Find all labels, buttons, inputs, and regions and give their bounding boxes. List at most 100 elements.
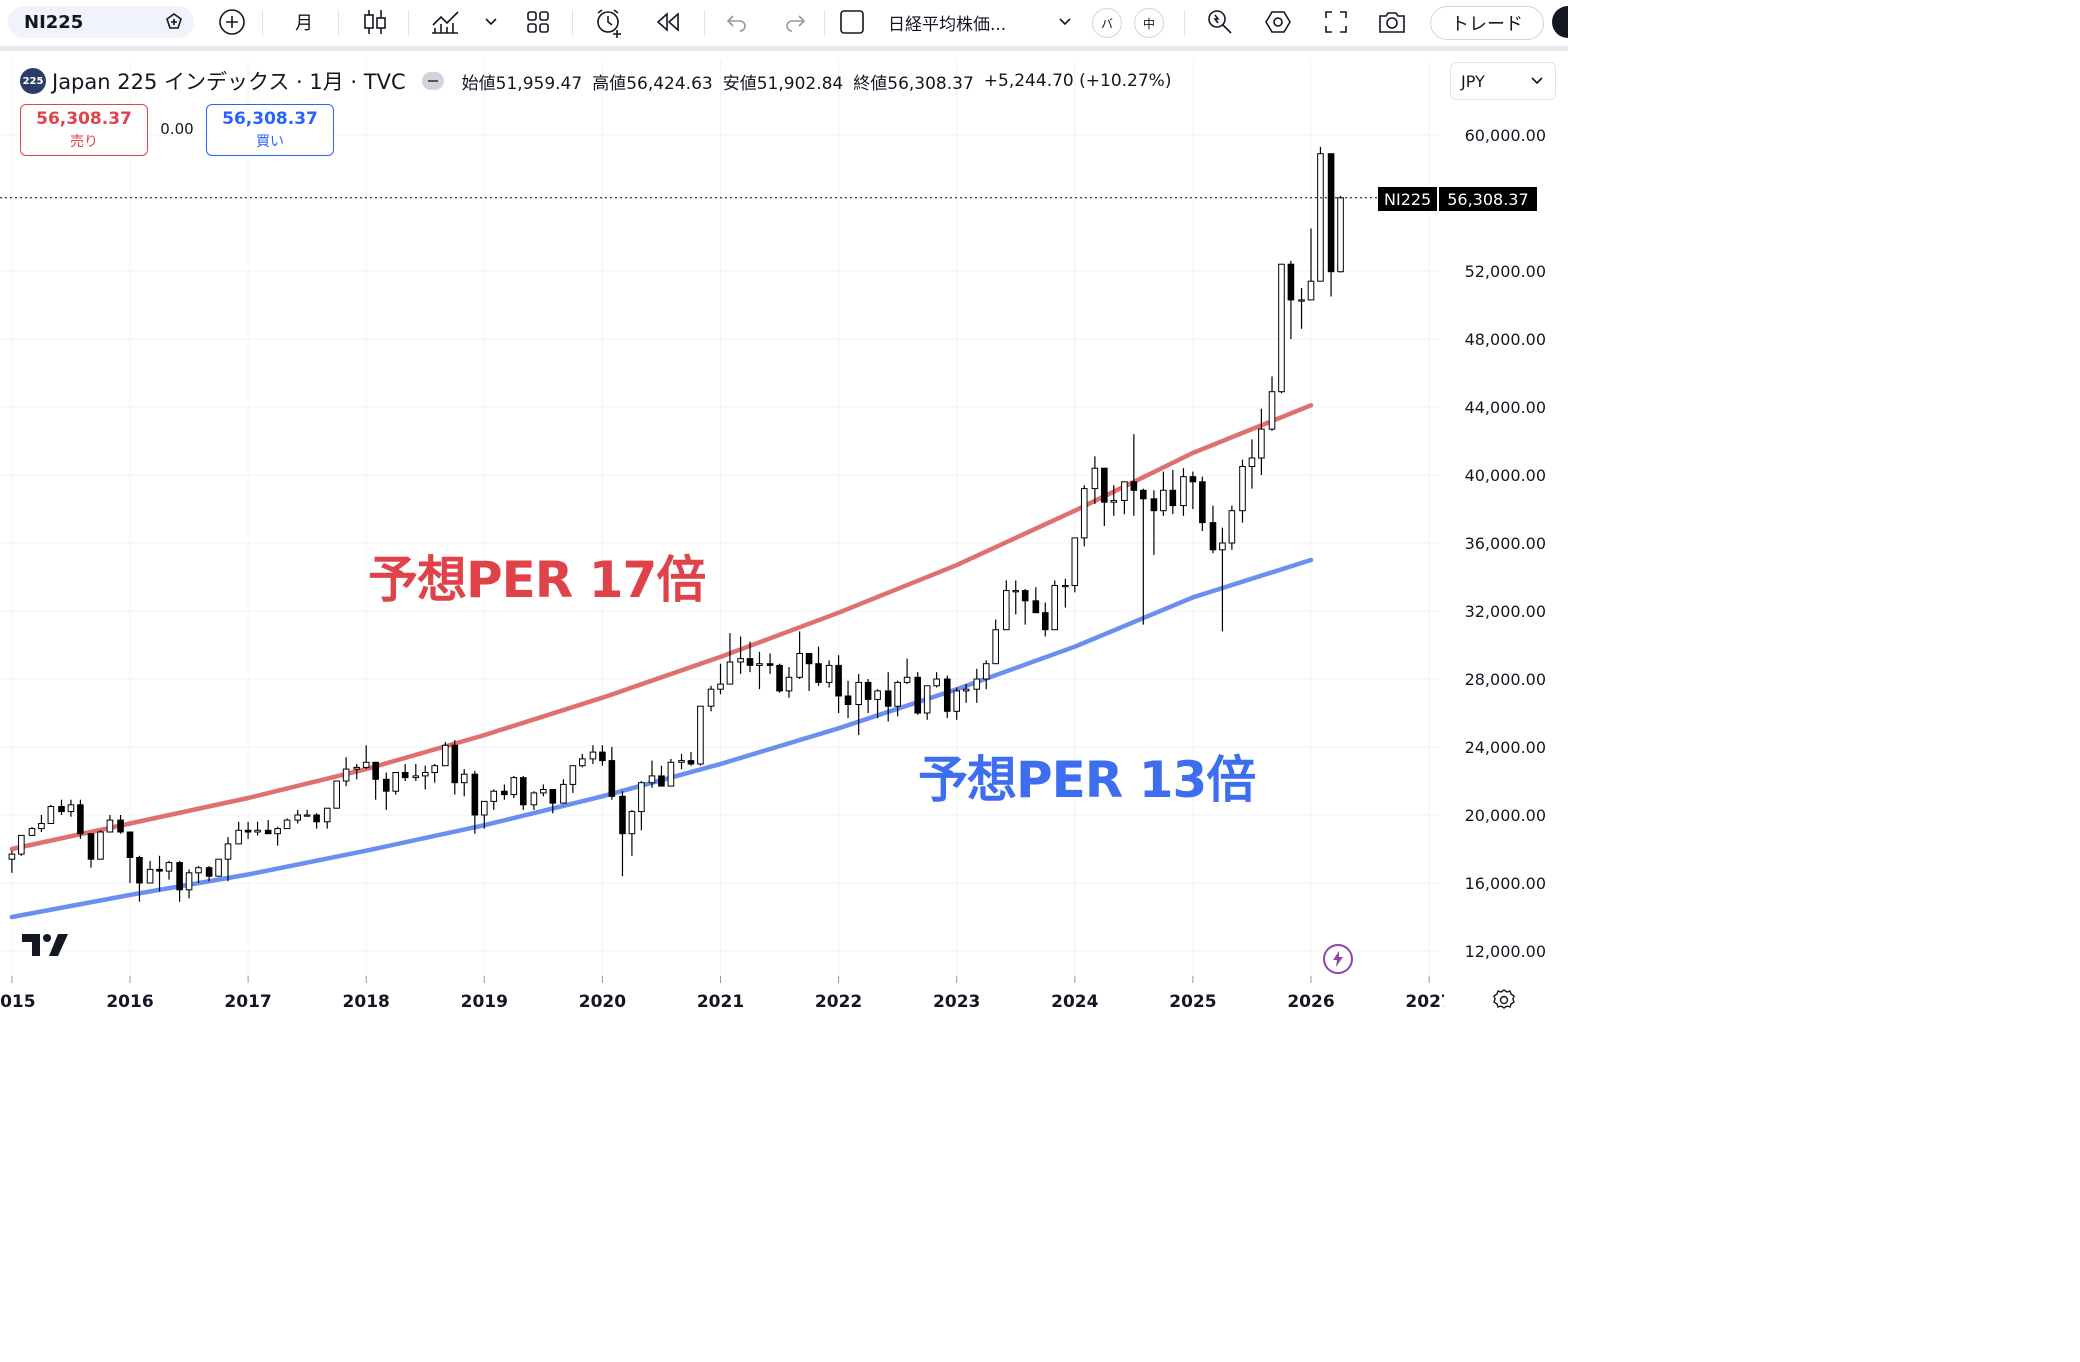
open-label: 始値 xyxy=(461,73,496,94)
candle xyxy=(943,675,951,719)
candle xyxy=(796,631,803,679)
candle xyxy=(658,765,665,787)
x-tick-label: 2018 xyxy=(343,992,390,1012)
ohlc-open: 始値51,959.47 xyxy=(462,69,583,94)
candle xyxy=(766,653,774,674)
sell-price: 56,308.37 xyxy=(36,109,132,129)
chart-pane[interactable]: 60,000.00 52,000.00 48,000.00 44,000.00 40,0… xyxy=(0,51,1568,1027)
candle xyxy=(510,775,518,798)
candle-body xyxy=(825,664,833,683)
candle xyxy=(1051,580,1059,631)
candle-body xyxy=(569,765,577,785)
panel-toggle[interactable] xyxy=(1552,6,1568,38)
fullscreen-icon[interactable] xyxy=(1320,6,1352,38)
candle xyxy=(1337,195,1344,273)
candle xyxy=(442,741,449,767)
candle xyxy=(560,779,567,804)
undo-icon[interactable] xyxy=(722,6,752,38)
time-axis[interactable]: 2015 2016 2017 2018 2019 2020 2021 2022 2023 2024… xyxy=(0,976,1568,1027)
candle-body xyxy=(608,760,616,797)
replay-icon[interactable] xyxy=(652,6,684,38)
layout-square-icon[interactable] xyxy=(836,6,868,38)
candle-body xyxy=(176,862,183,891)
hide-legend-icon[interactable] xyxy=(421,72,444,90)
price-axis[interactable]: 60,000.00 52,000.00 48,000.00 44,000.00 40,0… xyxy=(1465,126,1546,961)
layout-name[interactable]: 日経平均株価... xyxy=(888,14,1007,35)
alert-clock-icon[interactable] xyxy=(592,6,626,38)
interval-selector[interactable]: 月 xyxy=(295,13,313,34)
candle xyxy=(323,807,331,829)
candle xyxy=(471,770,479,834)
annotation-per13: 予想PER 13倍 xyxy=(918,751,1256,809)
buy-button[interactable]: 56,308.37 買い xyxy=(206,104,334,156)
annotation-per17: 予想PER 17倍 xyxy=(368,551,706,609)
x-tick-label: 2020 xyxy=(579,992,626,1012)
candle-body xyxy=(844,695,852,705)
candle-body xyxy=(1051,585,1059,631)
candle-body xyxy=(106,819,114,833)
candle-body xyxy=(58,806,65,813)
candle xyxy=(785,667,793,698)
candle xyxy=(608,747,616,800)
add-compare-icon[interactable] xyxy=(216,6,248,38)
tradingview-logo-icon[interactable] xyxy=(22,932,70,962)
indicators-icon[interactable] xyxy=(428,6,462,38)
candle-body xyxy=(766,663,774,666)
candle xyxy=(106,815,114,833)
candle-body xyxy=(510,777,518,796)
candle-body xyxy=(323,807,331,823)
x-tick-label: 2027 xyxy=(1405,992,1452,1012)
candle-body xyxy=(1003,590,1010,631)
buy-price: 56,308.37 xyxy=(222,109,318,129)
lightning-icon[interactable] xyxy=(1323,944,1353,974)
settings-hex-icon[interactable] xyxy=(1262,6,1294,38)
grid xyxy=(0,60,1440,980)
symbol-title[interactable]: Japan 225 インデックス · 1月 · TVC xyxy=(52,70,406,94)
candle xyxy=(146,860,154,884)
candle xyxy=(530,791,538,810)
symbol-logo: 225 xyxy=(20,68,46,94)
candle-body xyxy=(294,814,302,821)
candle xyxy=(923,685,931,720)
layout-grid-icon[interactable] xyxy=(522,6,554,38)
candle-body xyxy=(707,688,715,707)
candle xyxy=(274,826,281,846)
candle xyxy=(1327,153,1335,297)
sell-button[interactable]: 56,308.37 売り xyxy=(20,104,148,156)
candle-body xyxy=(599,751,606,762)
candle-body xyxy=(1062,585,1069,588)
candle-body xyxy=(540,789,547,794)
candle-body xyxy=(1130,481,1138,491)
settings-gear-icon[interactable] xyxy=(1490,986,1518,1014)
candle xyxy=(185,869,193,899)
candle-body xyxy=(953,690,961,712)
trade-button[interactable]: トレード xyxy=(1430,6,1544,40)
candle-body xyxy=(903,676,911,683)
currency-selector[interactable]: JPY xyxy=(1450,62,1556,100)
candle-body xyxy=(451,744,459,784)
candle-body xyxy=(244,829,252,833)
candle xyxy=(481,800,488,829)
redo-icon[interactable] xyxy=(780,6,810,38)
camera-icon[interactable] xyxy=(1374,6,1410,38)
candle-body xyxy=(549,789,557,804)
watchlist-add-icon[interactable] xyxy=(162,10,186,34)
candle-body xyxy=(519,777,527,806)
chevron-down-icon[interactable] xyxy=(1056,6,1074,38)
candle-body xyxy=(560,783,567,804)
ba-button[interactable]: バ xyxy=(1092,8,1122,38)
candle-body xyxy=(481,800,488,816)
price-chart[interactable]: 60,000.00 52,000.00 48,000.00 44,000.00 40,0… xyxy=(0,51,1568,1027)
quick-search-icon[interactable] xyxy=(1204,6,1236,38)
ohlc-high: 高値56,424.63 xyxy=(592,69,713,94)
candle xyxy=(933,672,940,688)
candle xyxy=(1150,490,1158,555)
candle xyxy=(737,636,744,674)
chevron-down-icon[interactable] xyxy=(482,6,500,38)
naka-button[interactable]: 中 xyxy=(1134,8,1164,38)
candle xyxy=(569,765,577,793)
symbol-search[interactable]: NI225 xyxy=(8,6,194,38)
candle-body xyxy=(224,843,232,860)
candle-body xyxy=(1317,153,1324,282)
candles-type-icon[interactable] xyxy=(360,6,390,38)
